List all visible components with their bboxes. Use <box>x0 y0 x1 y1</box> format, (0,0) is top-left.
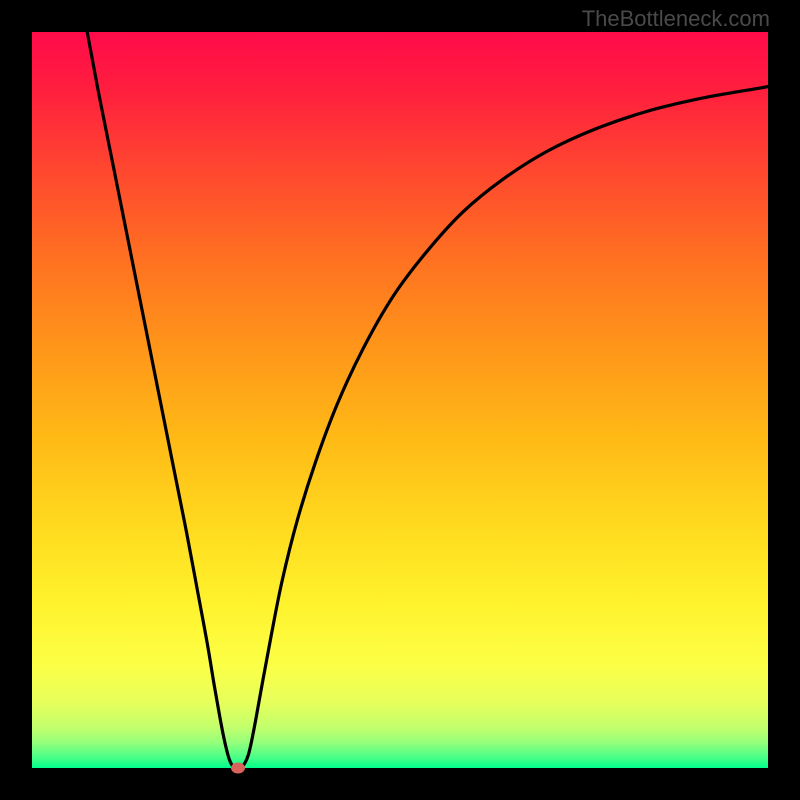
chart-container: TheBottleneck.com <box>0 0 800 800</box>
minimum-marker-dot <box>231 763 245 774</box>
curve-svg <box>32 32 768 768</box>
plot-area <box>32 32 768 768</box>
bottleneck-curve <box>87 32 768 768</box>
watermark-text: TheBottleneck.com <box>582 6 770 32</box>
